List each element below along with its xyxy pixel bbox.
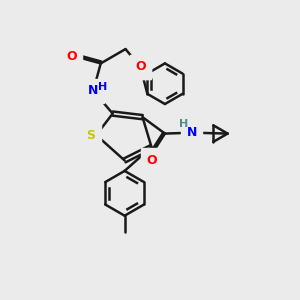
Text: N: N: [187, 126, 197, 139]
Text: O: O: [135, 61, 146, 74]
Text: H: H: [98, 82, 107, 92]
Text: O: O: [135, 61, 146, 74]
Text: O: O: [66, 50, 77, 63]
Text: H: H: [179, 119, 189, 129]
Text: S: S: [86, 129, 95, 142]
Text: N: N: [88, 84, 98, 98]
Text: O: O: [146, 154, 157, 167]
